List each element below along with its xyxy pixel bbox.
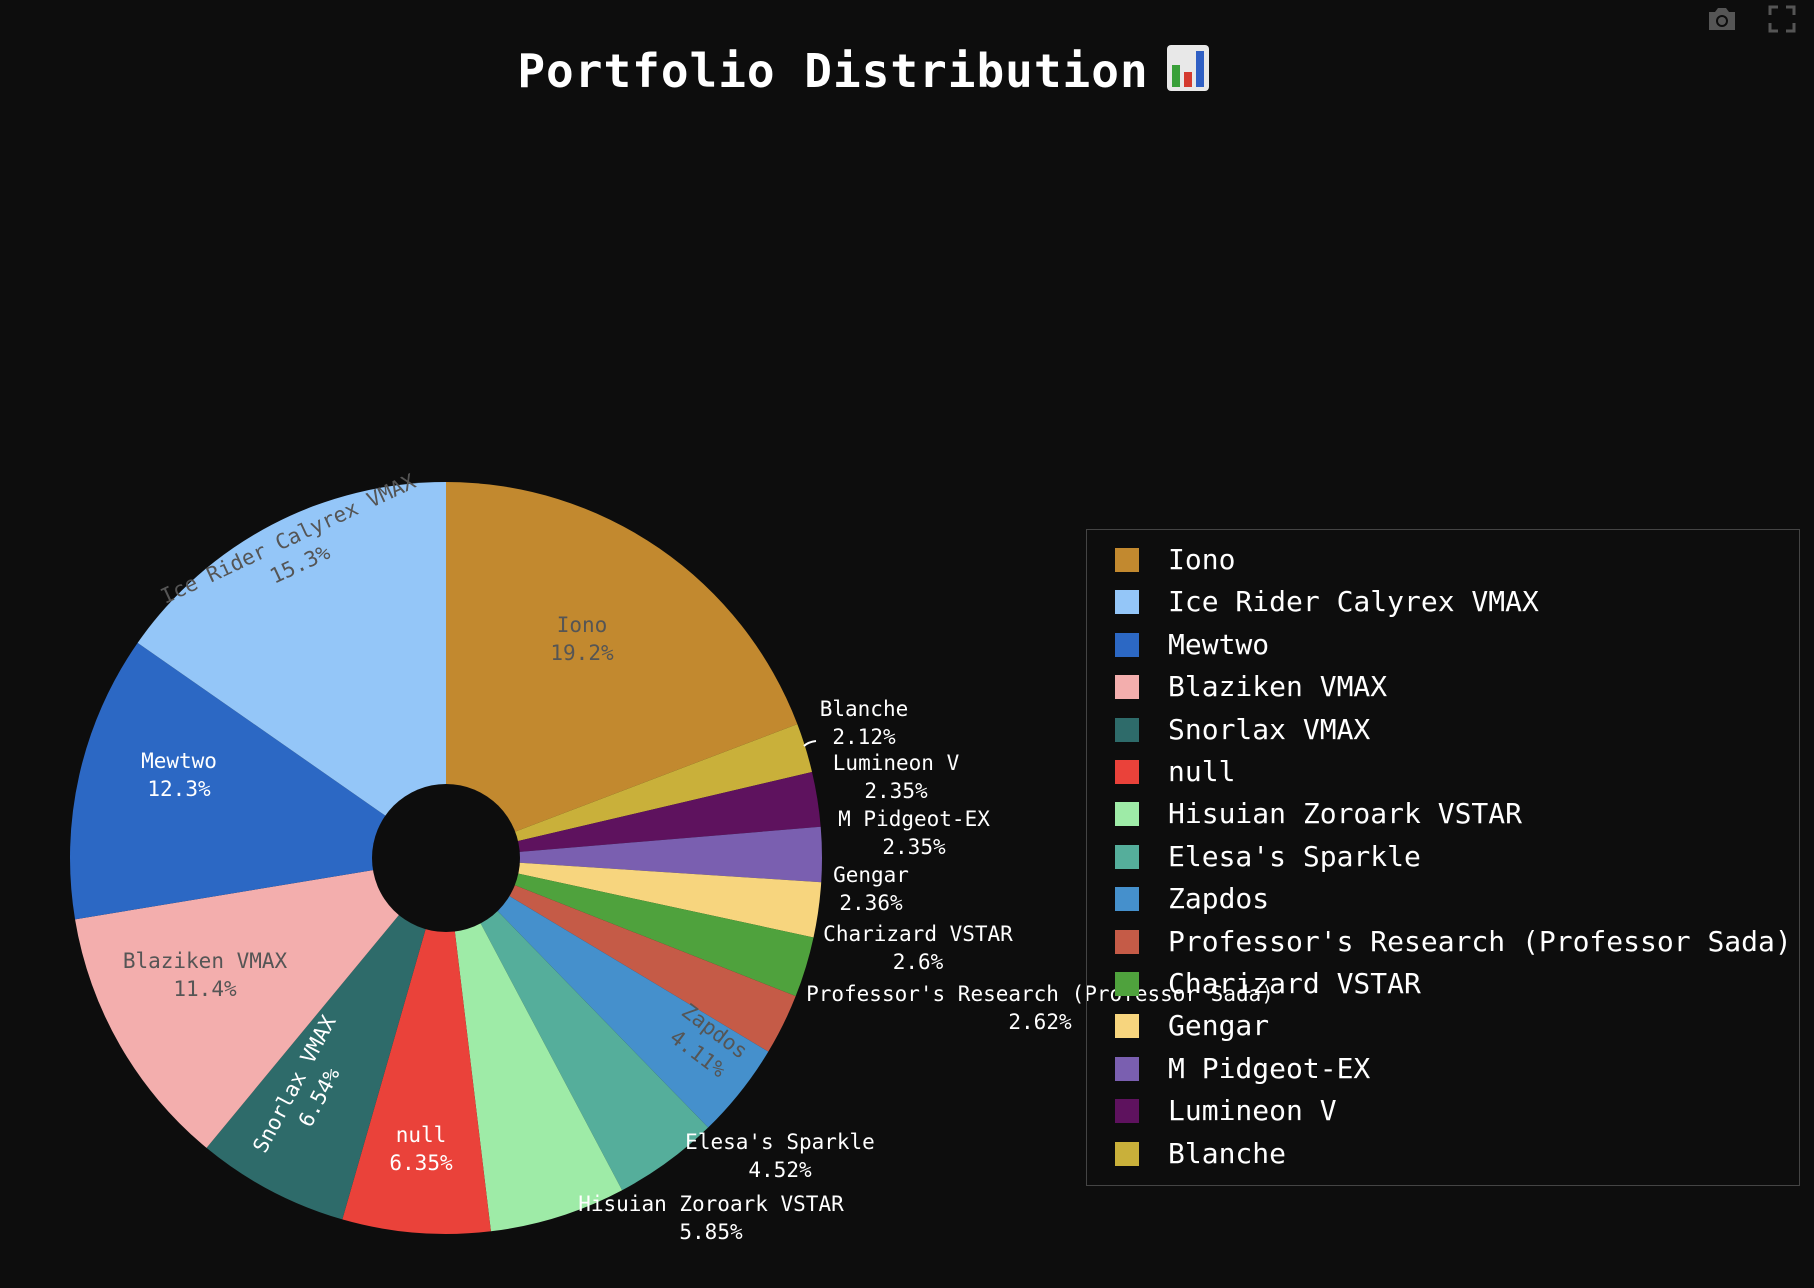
- slice-null[interactable]: [342, 858, 491, 1234]
- slice-mewtwo[interactable]: [70, 642, 447, 920]
- legend-item-mewtwo[interactable]: Mewtwo: [1087, 626, 1799, 666]
- legend-swatch: [1115, 1141, 1139, 1166]
- legend-item-ice-rider-calyrex-vmax[interactable]: Ice Rider Calyrex VMAX: [1087, 583, 1799, 623]
- legend-swatch: [1115, 1014, 1139, 1039]
- legend-label: Gengar: [1168, 1009, 1270, 1043]
- legend-item-charizard-vstar[interactable]: Charizard VSTAR: [1087, 965, 1799, 1005]
- legend-swatch: [1115, 1099, 1139, 1124]
- legend-item-m-pidgeot-ex[interactable]: M Pidgeot-EX: [1087, 1050, 1799, 1090]
- legend-label: Lumineon V: [1168, 1094, 1337, 1128]
- camera-icon[interactable]: [1704, 2, 1740, 36]
- slice-label-gengar: Gengar 2.36%: [833, 863, 909, 915]
- fullscreen-icon[interactable]: [1764, 2, 1800, 36]
- slice-blaziken-vmax[interactable]: [75, 858, 446, 1148]
- slice-snorlax-vmax[interactable]: [206, 858, 446, 1220]
- slice-professor-s-research-professor-sada[interactable]: [446, 858, 796, 1052]
- legend-item-null[interactable]: null: [1087, 753, 1799, 793]
- legend-swatch: [1115, 675, 1139, 700]
- legend-item-hisuian-zoroark-vstar[interactable]: Hisuian Zoroark VSTAR: [1087, 795, 1799, 835]
- legend-swatch: [1115, 590, 1139, 615]
- slice-label-iono: Iono 19.2%: [550, 613, 614, 665]
- slice-iono[interactable]: [446, 482, 798, 858]
- legend-label: Mewtwo: [1168, 627, 1270, 661]
- legend-label: Zapdos: [1168, 882, 1270, 916]
- legend: Iono Ice Rider Calyrex VMAX Mewtwo Blaziken…: [1086, 529, 1800, 1186]
- legend-label: Blanche: [1168, 1136, 1287, 1170]
- chart-title: Portfolio Distribution: [0, 44, 1726, 102]
- bar-chart-emoji-icon: [1166, 45, 1209, 102]
- chart-title-text: Portfolio Distribution: [517, 44, 1149, 98]
- legend-swatch: [1115, 887, 1139, 912]
- legend-item-blanche[interactable]: Blanche: [1087, 1135, 1799, 1175]
- legend-label: Ice Rider Calyrex VMAX: [1168, 585, 1539, 619]
- slice-hisuian-zoroark-vstar[interactable]: [446, 858, 623, 1232]
- legend-label: Snorlax VMAX: [1168, 712, 1371, 746]
- legend-label: null: [1168, 755, 1236, 788]
- legend-label: Hisuian Zoroark VSTAR: [1168, 797, 1523, 831]
- legend-label: Elesa's Sparkle: [1168, 839, 1421, 873]
- legend-swatch: [1115, 929, 1139, 954]
- slice-label-hisuian-zoroark-vstar: Hisuian Zoroark VSTAR 5.85%: [578, 1192, 844, 1244]
- legend-label: Iono: [1168, 543, 1236, 576]
- legend-item-elesa-s-sparkle[interactable]: Elesa's Sparkle: [1087, 838, 1799, 878]
- legend-label: M Pidgeot-EX: [1168, 1051, 1371, 1085]
- legend-swatch: [1115, 844, 1139, 869]
- slice-ice-rider-calyrex-vmax[interactable]: [137, 481, 446, 858]
- slice-elesa-s-sparkle[interactable]: [446, 858, 709, 1191]
- legend-item-gengar[interactable]: Gengar: [1087, 1007, 1799, 1047]
- slice-m-pidgeot-ex[interactable]: [446, 826, 822, 883]
- legend-label: Blaziken VMAX: [1168, 670, 1388, 704]
- legend-item-blaziken-vmax[interactable]: Blaziken VMAX: [1087, 668, 1799, 708]
- legend-swatch: [1115, 548, 1139, 572]
- slice-label-elesa-s-sparkle: Elesa's Sparkle 4.52%: [685, 1130, 875, 1182]
- legend-item-lumineon-v[interactable]: Lumineon V: [1087, 1092, 1799, 1132]
- slice-label-lumineon-v: Lumineon V 2.35%: [833, 751, 960, 803]
- slice-charizard-vstar[interactable]: [446, 858, 814, 997]
- slice-label-blaziken-vmax: Blaziken VMAX 11.4%: [123, 949, 288, 1001]
- legend-label: Charizard VSTAR: [1168, 967, 1421, 1000]
- slice-label-blanche: Blanche 2.12%: [820, 697, 909, 749]
- legend-swatch: [1115, 972, 1139, 996]
- legend-swatch: [1115, 717, 1139, 742]
- blanche-leader-line: [803, 740, 817, 747]
- slice-blanche[interactable]: [446, 724, 813, 858]
- legend-item-zapdos[interactable]: Zapdos: [1087, 880, 1799, 920]
- slice-label-professor-s-research-professor-sada: Professor's Research (Professor Sada) 2.6…: [806, 982, 1274, 1034]
- slice-label-charizard-vstar: Charizard VSTAR 2.6%: [823, 922, 1013, 974]
- legend-swatch: [1115, 802, 1139, 827]
- legend-swatch: [1115, 632, 1139, 657]
- slice-zapdos[interactable]: [446, 858, 769, 1128]
- slice-lumineon-v[interactable]: [446, 771, 821, 858]
- slice-gengar[interactable]: [446, 858, 822, 938]
- slice-label-mewtwo: Mewtwo 12.3%: [141, 749, 217, 801]
- slice-label-null: null 6.35%: [389, 1123, 453, 1175]
- legend-swatch: [1115, 1056, 1139, 1081]
- legend-item-professor-s-research-professor-sada[interactable]: Professor's Research (Professor Sada): [1087, 923, 1799, 963]
- slice-label-m-pidgeot-ex: M Pidgeot-EX 2.35%: [838, 807, 990, 859]
- legend-item-snorlax-vmax[interactable]: Snorlax VMAX: [1087, 711, 1799, 751]
- pie-hole: [372, 784, 520, 932]
- legend-label: Professor's Research (Professor Sada): [1168, 924, 1792, 958]
- legend-item-iono[interactable]: Iono: [1087, 541, 1799, 581]
- modebar: [1704, 2, 1800, 36]
- legend-swatch: [1115, 760, 1139, 784]
